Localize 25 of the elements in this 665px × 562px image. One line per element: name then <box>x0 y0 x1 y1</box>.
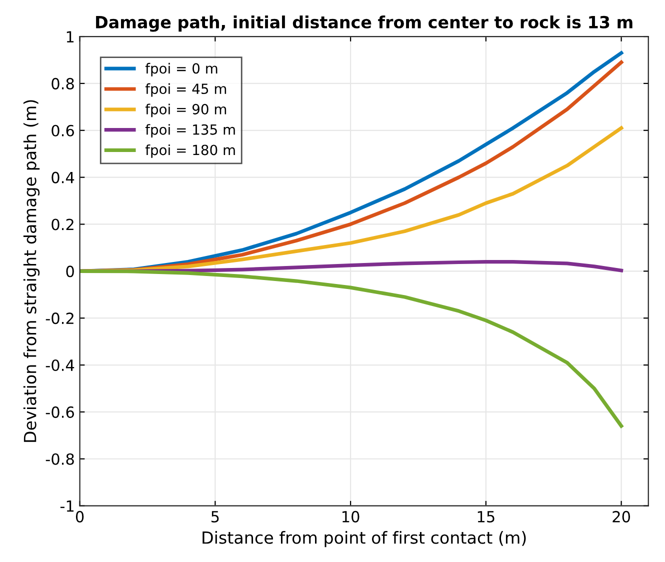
y-tick-label: 0 <box>66 266 74 278</box>
legend-label: fpoi = 0 m <box>145 62 218 76</box>
y-tick-label: -0.6 <box>46 406 74 418</box>
y-tick-label: 0.6 <box>52 124 74 136</box>
x-tick-label: 5 <box>211 511 219 522</box>
chart-title: Damage path, initial distance from center to rock is 13 m <box>96 16 632 32</box>
y-tick-label: -1 <box>60 500 74 512</box>
x-tick-label: 0 <box>76 510 84 522</box>
y-axis-title: Deviation from straight damage path (m) <box>23 100 40 442</box>
y-tick-label: 0.2 <box>52 218 74 230</box>
y-tick-label: -0.2 <box>46 312 74 324</box>
y-tick-label: 1 <box>66 31 74 42</box>
x-tick-label: 10 <box>342 510 360 522</box>
legend-label: fpoi = 45 m <box>145 83 226 97</box>
y-tick-label: 0.4 <box>52 172 74 184</box>
legend-label: fpoi = 90 m <box>145 104 226 118</box>
legend-label: fpoi = 180 m <box>145 144 235 158</box>
legend-label: fpoi = 135 m <box>145 124 235 138</box>
x-tick-label: 15 <box>478 511 494 522</box>
y-tick-label: 0.8 <box>52 78 74 90</box>
x-axis-title: Distance from point of first contact (m) <box>202 531 526 548</box>
line-series <box>80 269 624 428</box>
y-tick-label: -0.4 <box>46 359 74 372</box>
x-tick-label: 20 <box>612 510 630 522</box>
y-tick-label: -0.8 <box>46 453 74 465</box>
